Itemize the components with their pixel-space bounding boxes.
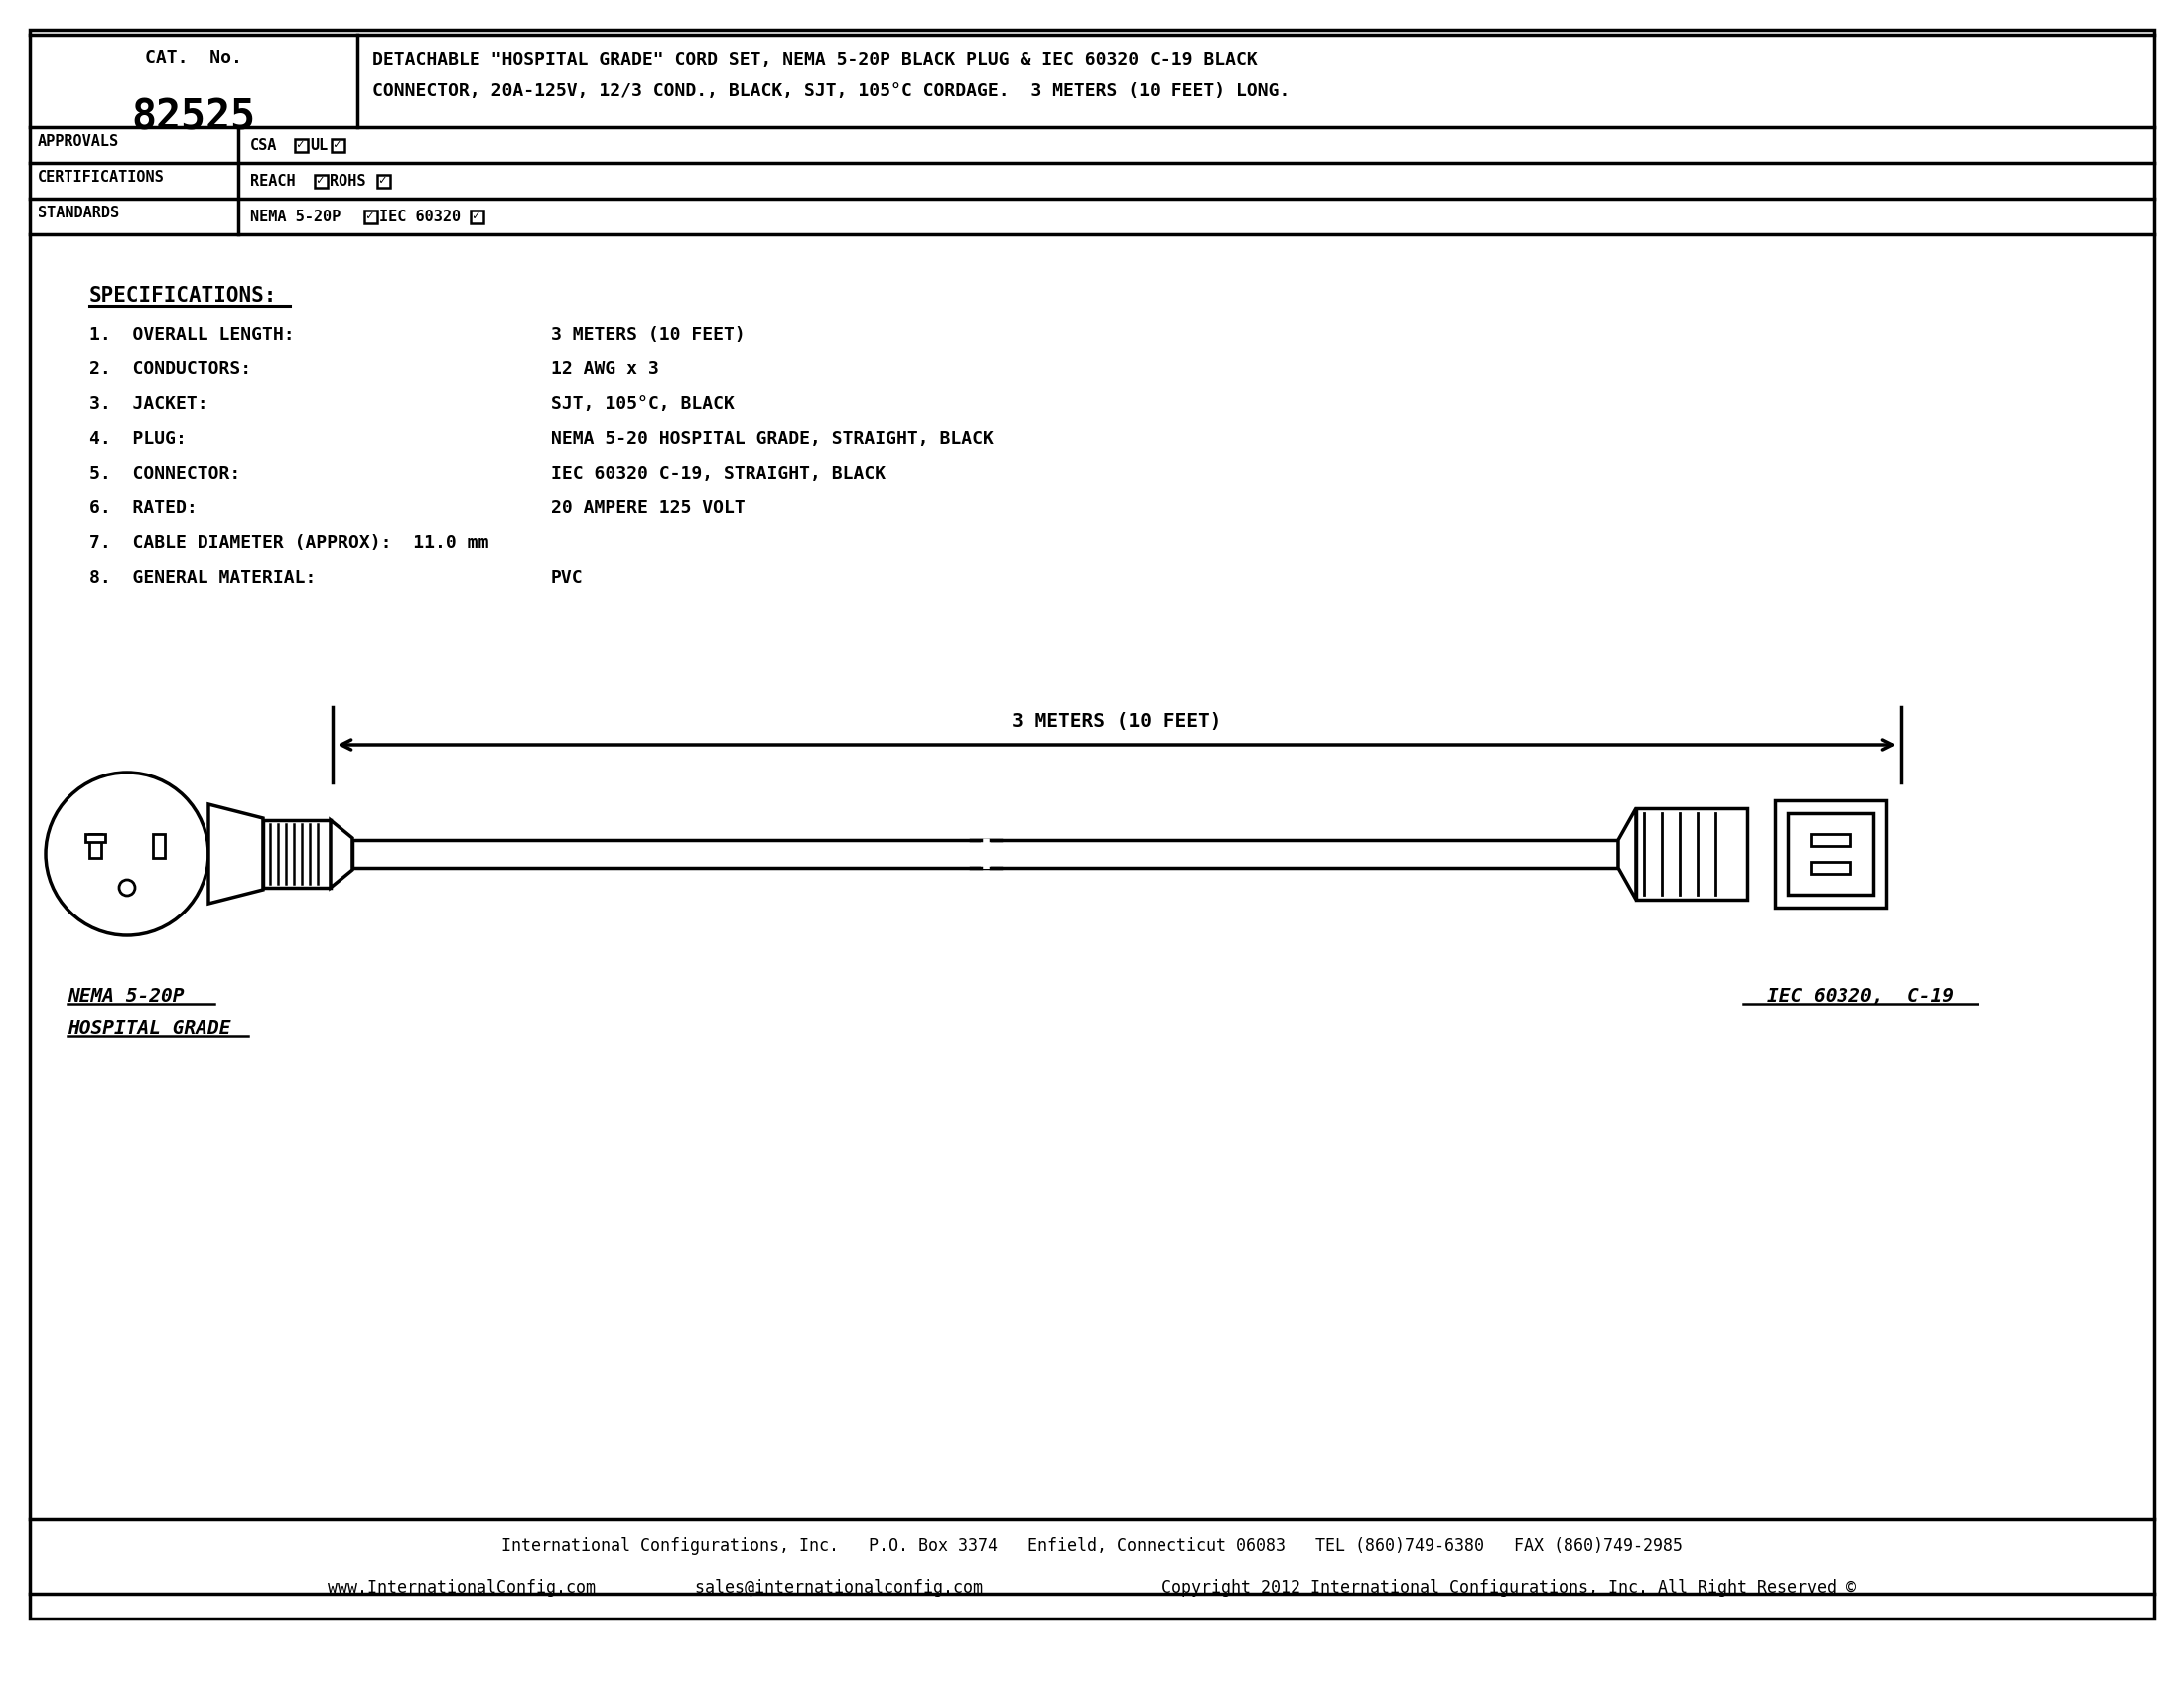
Text: 12 AWG x 3: 12 AWG x 3	[550, 361, 660, 378]
Text: ROHS: ROHS	[330, 174, 367, 187]
Text: IEC 60320 C-19, STRAIGHT, BLACK: IEC 60320 C-19, STRAIGHT, BLACK	[550, 464, 887, 483]
Text: ✓: ✓	[365, 209, 373, 221]
Bar	[262, 820, 330, 888]
Text: ✓: ✓	[332, 137, 341, 150]
Text: STANDARDS: STANDARDS	[37, 206, 120, 221]
Text: SPECIFICATIONS:: SPECIFICATIONS:	[90, 285, 277, 306]
Text: CSA: CSA	[251, 137, 277, 152]
Text: 8.  GENERAL MATERIAL:: 8. GENERAL MATERIAL:	[90, 569, 317, 587]
Text: 6.  RATED:: 6. RATED:	[90, 500, 197, 517]
Polygon shape	[207, 803, 262, 903]
Text: NEMA 5-20P: NEMA 5-20P	[68, 987, 183, 1006]
Bar	[378, 174, 391, 187]
Bar	[1636, 809, 1747, 900]
Bar	[1811, 863, 1850, 874]
Text: 1.  OVERALL LENGTH:: 1. OVERALL LENGTH:	[90, 326, 295, 344]
Text: SJT, 105°C, BLACK: SJT, 105°C, BLACK	[550, 395, 734, 414]
Bar	[295, 138, 308, 152]
Bar	[1789, 814, 1874, 895]
Text: 3 METERS (10 FEET): 3 METERS (10 FEET)	[1011, 712, 1221, 731]
Polygon shape	[1618, 809, 1636, 900]
Text: CONNECTOR, 20A-125V, 12/3 COND., BLACK, SJT, 105°C CORDAGE.  3 METERS (10 FEET) : CONNECTOR, 20A-125V, 12/3 COND., BLACK, …	[371, 83, 1291, 100]
Text: 4.  PLUG:: 4. PLUG:	[90, 430, 186, 447]
Text: IEC 60320,  C-19: IEC 60320, C-19	[1767, 987, 1955, 1006]
Text: 20 AMPERE 125 VOLT: 20 AMPERE 125 VOLT	[550, 500, 745, 517]
Bar	[85, 834, 105, 842]
Text: 5.  CONNECTOR:: 5. CONNECTOR:	[90, 464, 240, 483]
Bar	[981, 839, 989, 869]
Text: NEMA 5-20P: NEMA 5-20P	[251, 209, 341, 225]
Text: CAT.  No.: CAT. No.	[144, 49, 242, 66]
Bar	[153, 834, 164, 858]
Bar	[1811, 834, 1850, 846]
Circle shape	[120, 879, 135, 896]
Text: DETACHABLE "HOSPITAL GRADE" CORD SET, NEMA 5-20P BLACK PLUG & IEC 60320 C-19 BLA: DETACHABLE "HOSPITAL GRADE" CORD SET, NE…	[371, 51, 1258, 69]
Text: REACH: REACH	[251, 174, 295, 187]
Bar	[90, 834, 100, 858]
Text: APPROVALS: APPROVALS	[37, 133, 120, 149]
Bar	[470, 209, 483, 223]
Text: UL: UL	[310, 137, 328, 152]
Text: ✓: ✓	[295, 137, 304, 150]
Text: 7.  CABLE DIAMETER (APPROX):  11.0 mm: 7. CABLE DIAMETER (APPROX): 11.0 mm	[90, 533, 489, 552]
Text: 82525: 82525	[131, 96, 256, 138]
Bar	[365, 209, 378, 223]
Polygon shape	[330, 820, 352, 888]
Bar	[332, 138, 345, 152]
Text: International Configurations, Inc.   P.O. Box 3374   Enfield, Connecticut 06083 : International Configurations, Inc. P.O. …	[502, 1538, 1682, 1555]
Bar	[352, 841, 1618, 868]
Text: CERTIFICATIONS: CERTIFICATIONS	[37, 170, 164, 184]
Circle shape	[46, 773, 207, 935]
Text: 3.  JACKET:: 3. JACKET:	[90, 395, 207, 414]
Text: 3 METERS (10 FEET): 3 METERS (10 FEET)	[550, 326, 745, 344]
Text: PVC: PVC	[550, 569, 583, 587]
Text: ✓: ✓	[317, 174, 323, 186]
Bar	[1776, 800, 1887, 908]
Text: ✓: ✓	[378, 174, 387, 186]
Text: HOSPITAL GRADE: HOSPITAL GRADE	[68, 1020, 232, 1038]
Text: IEC 60320: IEC 60320	[380, 209, 461, 225]
Text: NEMA 5-20 HOSPITAL GRADE, STRAIGHT, BLACK: NEMA 5-20 HOSPITAL GRADE, STRAIGHT, BLAC…	[550, 430, 994, 447]
Text: www.InternationalConfig.com          sales@internationalconfig.com              : www.InternationalConfig.com sales@intern…	[328, 1578, 1856, 1597]
Bar	[314, 174, 328, 187]
Text: 2.  CONDUCTORS:: 2. CONDUCTORS:	[90, 361, 251, 378]
Text: ✓: ✓	[472, 209, 478, 221]
